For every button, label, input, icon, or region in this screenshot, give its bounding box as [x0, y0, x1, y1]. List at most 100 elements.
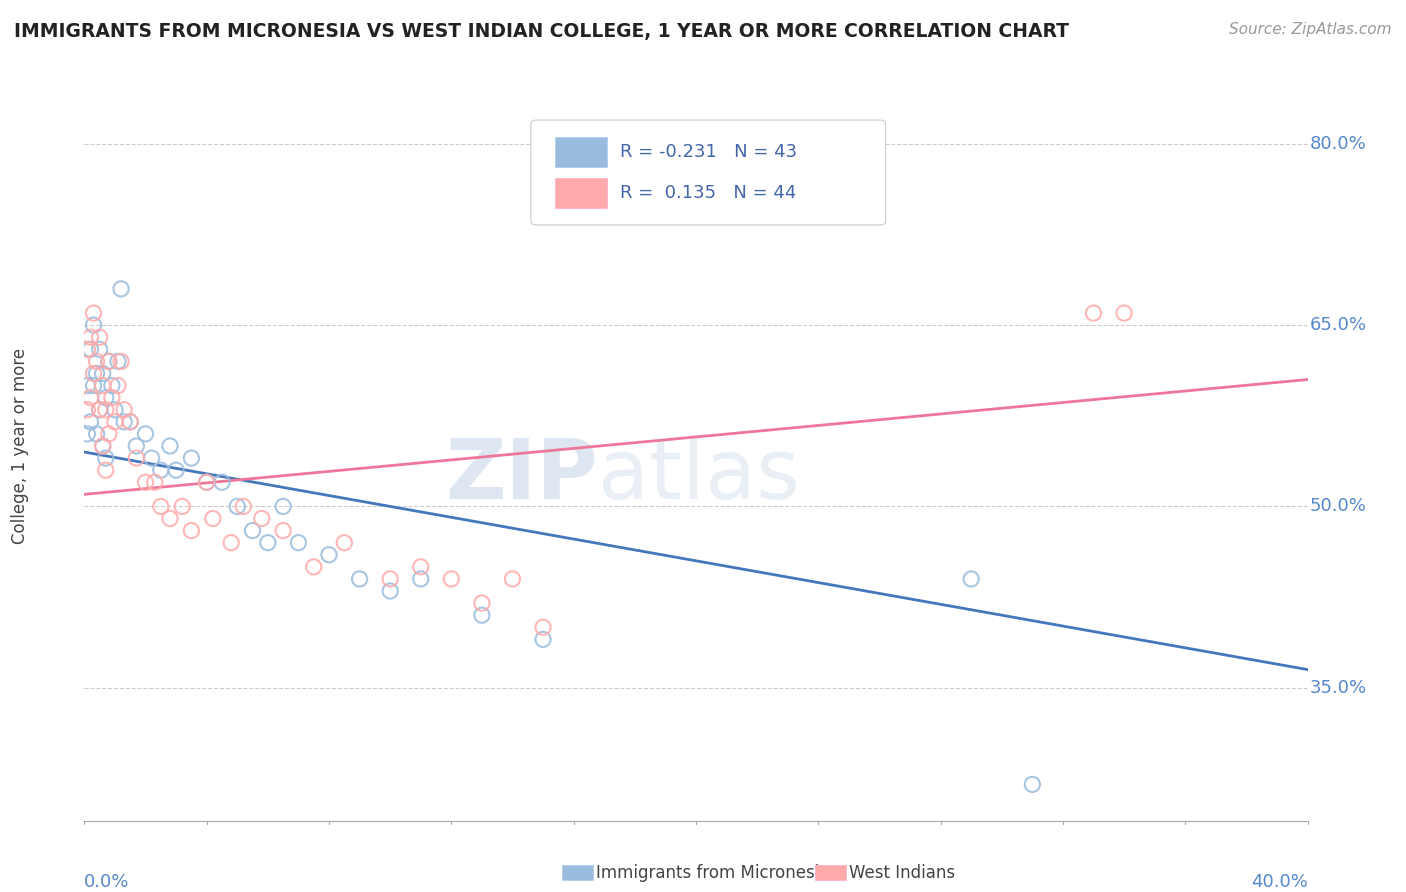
Point [125, 439, 148, 453]
Point [211, 475, 233, 490]
Text: 80.0%: 80.0% [1310, 135, 1367, 153]
Point [79, 343, 101, 357]
Point [76, 402, 98, 417]
Point [135, 475, 157, 490]
Point [159, 439, 181, 453]
Point [219, 535, 242, 549]
Point [125, 451, 148, 466]
Text: R = -0.231   N = 43: R = -0.231 N = 43 [620, 144, 797, 161]
Point [242, 524, 264, 538]
Point [380, 584, 402, 599]
Point [89, 330, 111, 344]
Point [91, 378, 114, 392]
Point [89, 402, 111, 417]
Point [110, 282, 132, 296]
Point [195, 475, 218, 490]
Point [91, 439, 114, 453]
Point [86, 354, 108, 368]
Text: Source: ZipAtlas.com: Source: ZipAtlas.com [1229, 22, 1392, 37]
Point [302, 559, 325, 574]
Point [79, 391, 101, 405]
Point [149, 500, 172, 514]
Point [86, 426, 108, 441]
Point [440, 572, 463, 586]
Text: atlas: atlas [598, 435, 800, 516]
Point [83, 378, 105, 392]
Point [91, 367, 114, 381]
Point [135, 426, 157, 441]
Point [97, 426, 120, 441]
Point [76, 426, 98, 441]
Point [104, 402, 127, 417]
Point [531, 620, 554, 634]
Point [287, 535, 309, 549]
Point [180, 524, 202, 538]
Point [471, 596, 494, 610]
Point [83, 318, 105, 333]
Point [380, 572, 402, 586]
Text: IMMIGRANTS FROM MICRONESIA VS WEST INDIAN COLLEGE, 1 YEAR OR MORE CORRELATION CH: IMMIGRANTS FROM MICRONESIA VS WEST INDIA… [14, 22, 1069, 41]
Point [107, 378, 129, 392]
Point [1114, 306, 1136, 320]
Point [159, 511, 181, 525]
Bar [555, 178, 606, 208]
Point [120, 415, 142, 429]
Point [94, 391, 117, 405]
Point [180, 451, 202, 466]
Text: 50.0%: 50.0% [1310, 498, 1367, 516]
Text: College, 1 year or more: College, 1 year or more [11, 348, 30, 544]
Point [149, 463, 172, 477]
Text: Immigrants from Micronesia: Immigrants from Micronesia [596, 863, 830, 882]
Point [86, 367, 108, 381]
Point [250, 511, 273, 525]
Text: 35.0%: 35.0% [1310, 679, 1367, 697]
Point [94, 451, 117, 466]
Point [271, 524, 294, 538]
Point [960, 572, 983, 586]
Text: West Indians: West Indians [849, 863, 955, 882]
Point [79, 415, 101, 429]
Point [318, 548, 340, 562]
Point [94, 402, 117, 417]
Point [232, 500, 254, 514]
Point [89, 343, 111, 357]
Point [101, 391, 124, 405]
Point [112, 402, 135, 417]
Point [110, 354, 132, 368]
Point [141, 451, 163, 466]
Point [1021, 777, 1043, 791]
Point [89, 402, 111, 417]
Point [531, 632, 554, 647]
Point [226, 500, 249, 514]
FancyBboxPatch shape [531, 120, 886, 225]
Point [91, 439, 114, 453]
Point [201, 511, 224, 525]
Point [349, 572, 371, 586]
Point [76, 378, 98, 392]
Text: ZIP: ZIP [446, 435, 598, 516]
Point [94, 463, 117, 477]
Point [97, 354, 120, 368]
Text: R =  0.135   N = 44: R = 0.135 N = 44 [620, 184, 797, 202]
Point [333, 535, 356, 549]
Point [104, 415, 127, 429]
Point [271, 500, 294, 514]
Point [107, 354, 129, 368]
Point [97, 354, 120, 368]
Point [257, 535, 280, 549]
Point [172, 500, 194, 514]
Point [101, 378, 124, 392]
Text: 40.0%: 40.0% [1251, 873, 1308, 891]
Point [409, 559, 432, 574]
Bar [555, 137, 606, 168]
Point [112, 415, 135, 429]
Point [83, 306, 105, 320]
Point [83, 367, 105, 381]
Text: 65.0%: 65.0% [1310, 316, 1367, 334]
Point [120, 415, 142, 429]
Point [165, 463, 187, 477]
Point [502, 572, 524, 586]
Point [409, 572, 432, 586]
Point [1083, 306, 1105, 320]
Point [195, 475, 218, 490]
